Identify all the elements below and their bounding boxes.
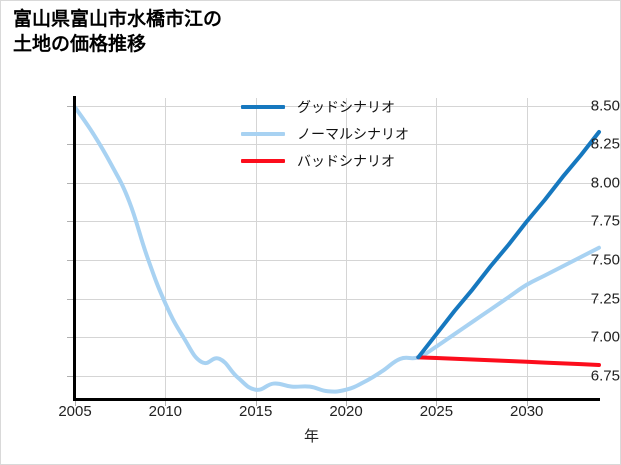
- y-tick-mark: [67, 298, 73, 300]
- x-tick-label: 2015: [239, 403, 273, 420]
- y-tick-mark: [67, 105, 73, 107]
- y-tick-mark: [67, 375, 73, 377]
- gridline-horizontal: [75, 106, 599, 107]
- x-tick-mark: [436, 401, 438, 406]
- x-tick-mark: [165, 401, 167, 406]
- legend: グッドシナリオ ノーマルシナリオ バッドシナリオ: [241, 93, 451, 174]
- y-axis-label: 坪（3.3㎡）単価（万円）: [0, 78, 3, 249]
- x-tick-label: 2030: [510, 403, 544, 420]
- legend-color-swatch: [241, 104, 285, 109]
- x-axis-spine: [73, 398, 600, 401]
- y-axis-spine: [73, 96, 76, 401]
- x-tick-mark: [255, 401, 257, 406]
- gridline-horizontal: [75, 221, 599, 222]
- series-layer: [73, 105, 601, 394]
- x-tick-label: 2005: [58, 403, 92, 420]
- gridline-horizontal: [75, 299, 599, 300]
- y-tick-mark: [67, 221, 73, 223]
- page-title: 富山県富山市水橋市江の 土地の価格推移: [13, 9, 223, 56]
- y-tick-label: 7.25: [590, 290, 620, 308]
- series-line: [73, 105, 601, 394]
- gridline-horizontal: [75, 144, 599, 145]
- y-tick-label: 7.50: [590, 251, 620, 269]
- x-tick-mark: [75, 401, 76, 406]
- gridline-vertical: [527, 98, 528, 399]
- x-tick-mark: [346, 401, 348, 406]
- gridline-horizontal: [75, 376, 599, 377]
- y-tick-label: 6.75: [590, 367, 620, 385]
- y-tick-mark: [67, 144, 73, 146]
- gridline-vertical: [256, 98, 257, 399]
- legend-color-swatch: [241, 131, 285, 136]
- legend-item[interactable]: グッドシナリオ: [241, 93, 451, 120]
- y-tick-label: 8.25: [590, 135, 620, 153]
- series-line: [416, 129, 601, 360]
- gridline-horizontal: [75, 183, 599, 184]
- x-axis-label: 年: [303, 428, 319, 445]
- gridline-horizontal: [75, 260, 599, 261]
- legend-label: バッドシナリオ: [297, 152, 395, 169]
- legend-label: グッドシナリオ: [297, 98, 395, 115]
- y-tick-label: 8.00: [590, 174, 620, 192]
- x-tick-label: 2025: [419, 403, 454, 420]
- x-tick-label: 2020: [329, 403, 363, 420]
- legend-item[interactable]: ノーマルシナリオ: [241, 120, 451, 147]
- gridline-vertical: [436, 98, 437, 399]
- y-tick-label: 7.00: [590, 328, 620, 346]
- y-tick-mark: [67, 260, 73, 262]
- plot-area: [73, 98, 601, 399]
- y-tick-label: 7.75: [590, 212, 620, 230]
- legend-color-swatch: [241, 158, 285, 163]
- x-tick-mark: [526, 401, 528, 406]
- y-tick-mark: [67, 182, 73, 184]
- x-tick-label: 2010: [148, 403, 183, 420]
- gridline-horizontal: [75, 337, 599, 338]
- y-tick-label: 8.50: [590, 97, 620, 115]
- legend-label: ノーマルシナリオ: [297, 125, 409, 142]
- y-tick-mark: [67, 337, 73, 339]
- gridline-vertical: [165, 98, 166, 399]
- plot-background: [75, 98, 599, 399]
- series-line: [416, 355, 601, 368]
- gridline-vertical: [346, 98, 347, 399]
- legend-item[interactable]: バッドシナリオ: [241, 147, 451, 174]
